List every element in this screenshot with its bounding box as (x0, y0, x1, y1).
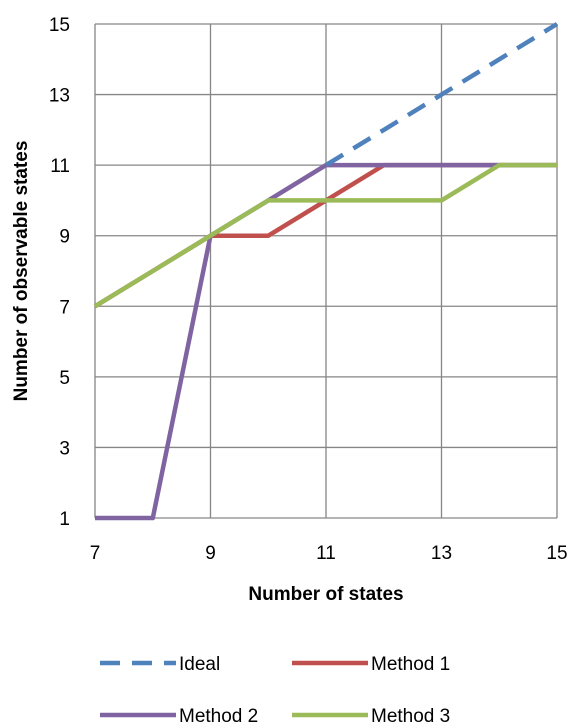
x-axis-ticks: 7 9 11 13 15 (90, 543, 568, 564)
x-tick-label: 7 (90, 543, 101, 564)
grid (94, 23, 558, 519)
y-tick-label: 11 (50, 156, 70, 177)
series-lines (93, 22, 559, 521)
legend-label-method-3: Method 3 (371, 706, 450, 722)
y-tick-label: 13 (49, 86, 70, 107)
y-tick-label: 1 (59, 509, 70, 530)
x-tick-label: 11 (316, 543, 336, 564)
y-tick-label: 3 (59, 438, 70, 459)
y-tick-label: 15 (49, 15, 70, 36)
legend-label-ideal: Ideal (179, 654, 220, 675)
legend: Ideal Method 1 Method 2 Method 3 (100, 654, 450, 722)
y-tick-label: 7 (59, 297, 70, 318)
y-axis-title: Number of observable states (11, 141, 32, 402)
series-line-method-3 (93, 162, 557, 309)
x-tick-label: 15 (546, 543, 567, 564)
y-tick-label: 9 (59, 227, 70, 248)
x-axis-title: Number of states (248, 584, 403, 605)
series-line-ideal (324, 22, 559, 168)
x-tick-label: 9 (205, 543, 216, 564)
legend-label-method-2: Method 2 (179, 706, 258, 722)
y-tick-label: 5 (59, 368, 70, 389)
x-tick-label: 13 (431, 543, 452, 564)
legend-label-method-1: Method 1 (371, 654, 450, 675)
